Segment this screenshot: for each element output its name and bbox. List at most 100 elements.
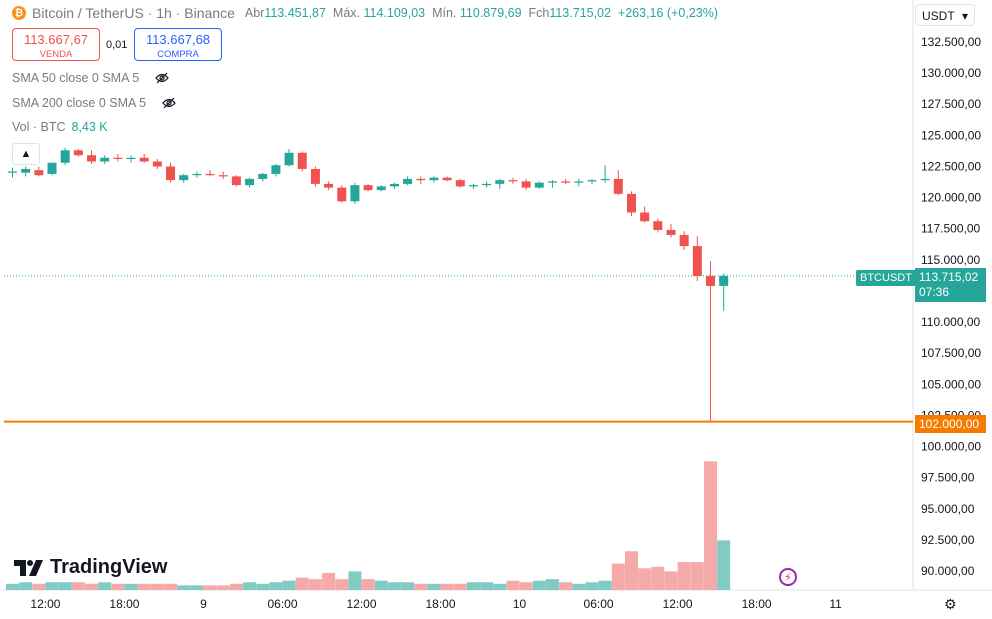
candle-body [21, 168, 31, 173]
y-tick-label: 95.000,00 [921, 502, 975, 516]
buy-button[interactable]: 113.667,68 COMPRA [134, 28, 222, 61]
y-tick-label: 105.000,00 [921, 377, 981, 391]
y-tick-label: 115.000,00 [921, 253, 980, 267]
sell-price: 113.667,67 [23, 32, 89, 47]
candle-body [534, 182, 544, 188]
candle-body [47, 162, 57, 174]
candle-body [389, 183, 399, 187]
ref-price-label: 102.000,00 [915, 415, 986, 433]
x-tick-label: 11 [829, 597, 842, 611]
candle-body [561, 181, 571, 183]
volume-bar [585, 582, 599, 590]
low-value: 110.879,69 [459, 6, 522, 20]
volume-bar [111, 583, 125, 590]
volume-bar [19, 582, 33, 590]
volume-bar [203, 585, 217, 590]
candle-body [205, 173, 215, 176]
open-label: Abr [244, 6, 265, 20]
separator: · [143, 5, 157, 21]
exchange: Binance [184, 5, 235, 21]
logo-text: TradingView [50, 556, 168, 578]
indicator-sma200[interactable]: SMA 200 close 0 SMA 5 [12, 96, 176, 110]
indicator-volume[interactable]: Vol · BTC 8,43 K [12, 120, 108, 134]
candle-body [192, 173, 202, 176]
volume-bar [717, 540, 731, 590]
high-value: 114.109,03 [363, 6, 426, 20]
candle-body [613, 178, 623, 194]
volume-bar [545, 579, 559, 590]
ohlc-values: Abr113.451,87 Máx. 114.109,03 Mín. 110.8… [245, 6, 718, 20]
volume-bar [71, 582, 85, 590]
candle-body [376, 186, 386, 191]
candle-body [231, 176, 241, 186]
symbol-header: ₿ Bitcoin / TetherUS · 1h · Binance Abr1… [12, 5, 718, 21]
candle-body [350, 185, 360, 202]
candle-body [152, 161, 162, 167]
low-label: Mín. [432, 6, 457, 20]
volume-bar [243, 582, 257, 590]
indicator-sma50[interactable]: SMA 50 close 0 SMA 5 [12, 71, 169, 85]
candle-body [73, 150, 83, 156]
volume-bar [308, 579, 322, 590]
candle-body [574, 181, 584, 183]
candle-body [547, 181, 557, 183]
eye-off-icon[interactable] [155, 72, 169, 84]
volume-bar [572, 583, 586, 590]
y-tick-label: 110.000,00 [921, 315, 980, 329]
candle-body [258, 173, 268, 179]
sell-button[interactable]: 113.667,67 VENDA [12, 28, 100, 61]
y-tick-label: 92.500,00 [921, 533, 975, 547]
volume-bar [32, 583, 46, 590]
symbol-name[interactable]: Bitcoin / TetherUS [32, 5, 144, 21]
volume-bar [45, 582, 59, 590]
x-tick-label: 12:00 [30, 597, 60, 611]
currency-select[interactable]: USDT ▾ [915, 4, 975, 26]
candle-body [666, 229, 676, 235]
chevron-up-icon[interactable]: ▲ [12, 143, 40, 165]
bitcoin-icon: ₿ [12, 6, 26, 20]
x-tick-label: 06:00 [267, 597, 297, 611]
candle-body [495, 180, 505, 184]
candle-body [640, 212, 650, 222]
volume-label: Vol · BTC [12, 120, 66, 134]
volume-bar [519, 582, 533, 590]
eye-off-icon[interactable] [162, 97, 176, 109]
volume-bar [374, 580, 388, 590]
volume-value: 8,43 K [71, 120, 108, 134]
chevron-down-icon: ▾ [961, 9, 968, 23]
volume-bar [506, 580, 520, 590]
candle-body [692, 246, 702, 277]
interval[interactable]: 1h [156, 5, 172, 21]
x-tick-label: 18:00 [742, 597, 772, 611]
volume-bar [164, 583, 178, 590]
volume-bar [6, 583, 19, 590]
candle-body [297, 152, 307, 169]
x-tick-label: 18:00 [426, 597, 456, 611]
close-value: 113.715,02 [549, 6, 611, 20]
candle-body [363, 185, 373, 191]
volume-bar [361, 579, 375, 590]
x-tick-label: 06:00 [584, 597, 614, 611]
volume-bar [137, 583, 151, 590]
volume-bar [559, 582, 573, 590]
y-tick-label: 117.500,00 [921, 222, 980, 236]
candle-body [218, 175, 228, 177]
volume-bar [664, 571, 678, 590]
gear-icon[interactable]: ⚙ [944, 596, 957, 612]
candle-body [139, 157, 149, 162]
candle-body [271, 165, 281, 174]
candle-body [587, 180, 597, 182]
candle-body [403, 178, 413, 184]
candle-body [284, 152, 294, 166]
candle-body [482, 183, 492, 186]
volume-bar [690, 562, 704, 590]
lightning-icon[interactable]: ⚡ [779, 568, 797, 586]
candle-body [626, 193, 636, 213]
candle-body [719, 275, 729, 286]
y-tick-label: 122.500,00 [921, 159, 981, 173]
volume-bar [295, 577, 309, 590]
candle-body [113, 157, 123, 160]
volume-bar [216, 585, 230, 590]
volume-bar [466, 582, 480, 590]
